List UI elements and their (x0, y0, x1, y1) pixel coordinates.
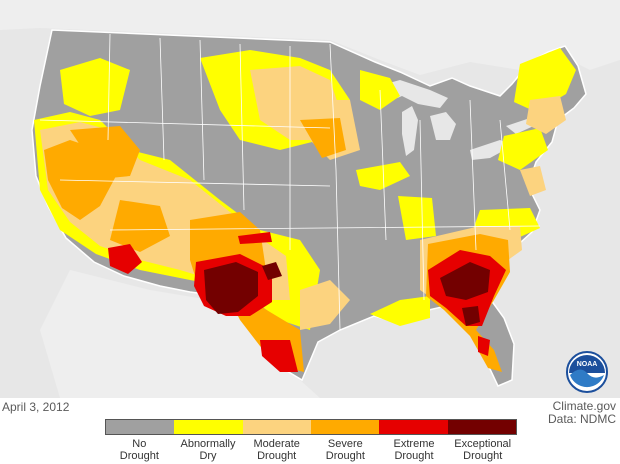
great-lakes (378, 80, 538, 160)
legend-swatch-exceptional-drought (447, 420, 516, 434)
source-link[interactable]: Climate.gov (552, 399, 616, 413)
legend-label-exceptional-drought: Exceptional Drought (454, 438, 512, 462)
legend-swatches (105, 419, 517, 435)
drought-map-svg (0, 0, 620, 398)
legend-label-moderate-drought: Moderate Drought (253, 438, 300, 462)
mexico-land (40, 270, 320, 398)
legend-swatch-no-drought (106, 420, 175, 434)
drought-map: NOAA (0, 0, 620, 398)
map-date: April 3, 2012 (2, 400, 70, 414)
legend-swatch-extreme-drought (379, 420, 448, 434)
data-credit: Data: NDMC (547, 412, 616, 426)
noaa-logo-text: NOAA (577, 361, 598, 368)
credit-block: Climate.gov Data: NDMC (548, 400, 616, 426)
legend-swatch-abnormally-dry (174, 420, 243, 434)
legend-swatch-severe-drought (310, 420, 380, 434)
canada-land (0, 0, 620, 75)
legend-label-abnormally-dry: Abnormally Dry (180, 438, 236, 462)
legend-label-extreme-drought: Extreme Drought (393, 438, 435, 462)
state-borders (39, 33, 541, 331)
legend-swatch-moderate-drought (242, 420, 311, 434)
drought-legend: No Drought Abnormally Dry Moderate Drought … (105, 419, 517, 462)
legend-label-no-drought: No Drought (119, 438, 159, 462)
legend-labels: No Drought Abnormally Dry Moderate Drought … (105, 438, 517, 462)
noaa-logo-icon: NOAA (566, 351, 608, 393)
d4-areas (204, 262, 490, 326)
legend-label-severe-drought: Severe Drought (325, 438, 365, 462)
